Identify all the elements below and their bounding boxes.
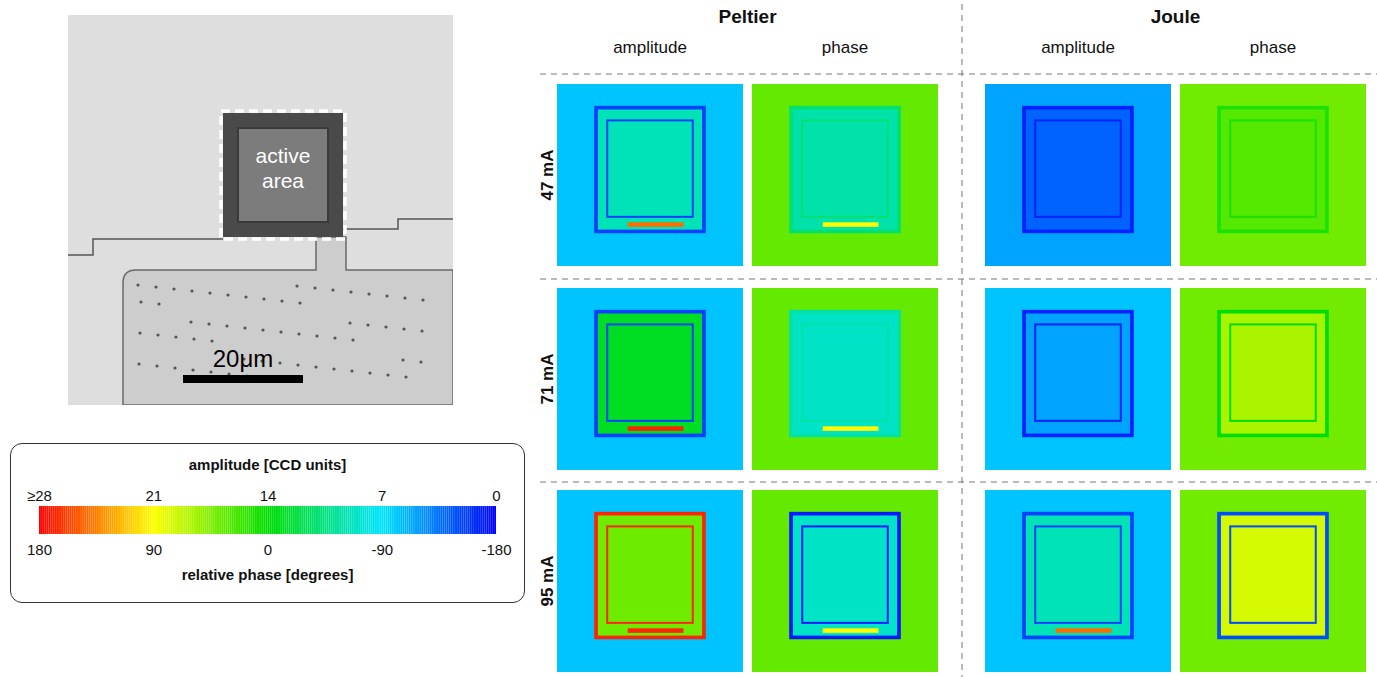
html-text:amplitude [CCD units]: amplitude [CCD units]	[188, 456, 347, 473]
svg-text:area: area	[262, 169, 304, 192]
html-text:phase: phase	[1249, 38, 1297, 57]
svg-text:≥28: ≥28	[27, 487, 52, 504]
html-text:relative phase [degrees]: relative phase [degrees]	[181, 566, 354, 583]
html-text:phase: phase	[821, 38, 869, 57]
html-text:47 mA: 47 mA	[538, 149, 557, 201]
html-text:Peltier: Peltier	[718, 6, 777, 27]
html-text:amplitude: amplitude	[1041, 38, 1115, 57]
html-text:71 mA: 71 mA	[538, 353, 557, 405]
svg-text:14: 14	[260, 487, 277, 504]
svg-text:20μm: 20μm	[213, 345, 274, 372]
html-text:Joule: Joule	[1150, 6, 1201, 27]
svg-text:180: 180	[27, 541, 52, 558]
svg-text:7: 7	[378, 487, 386, 504]
svg-text:-90: -90	[371, 541, 393, 558]
svg-text:-180: -180	[481, 541, 511, 558]
svg-text:21: 21	[145, 487, 162, 504]
html-text:95 mA: 95 mA	[538, 555, 557, 607]
svg-text:0: 0	[492, 487, 500, 504]
svg-text:active: active	[256, 144, 311, 167]
svg-text:0: 0	[264, 541, 272, 558]
svg-text:90: 90	[145, 541, 162, 558]
html-text:amplitude: amplitude	[613, 38, 687, 57]
